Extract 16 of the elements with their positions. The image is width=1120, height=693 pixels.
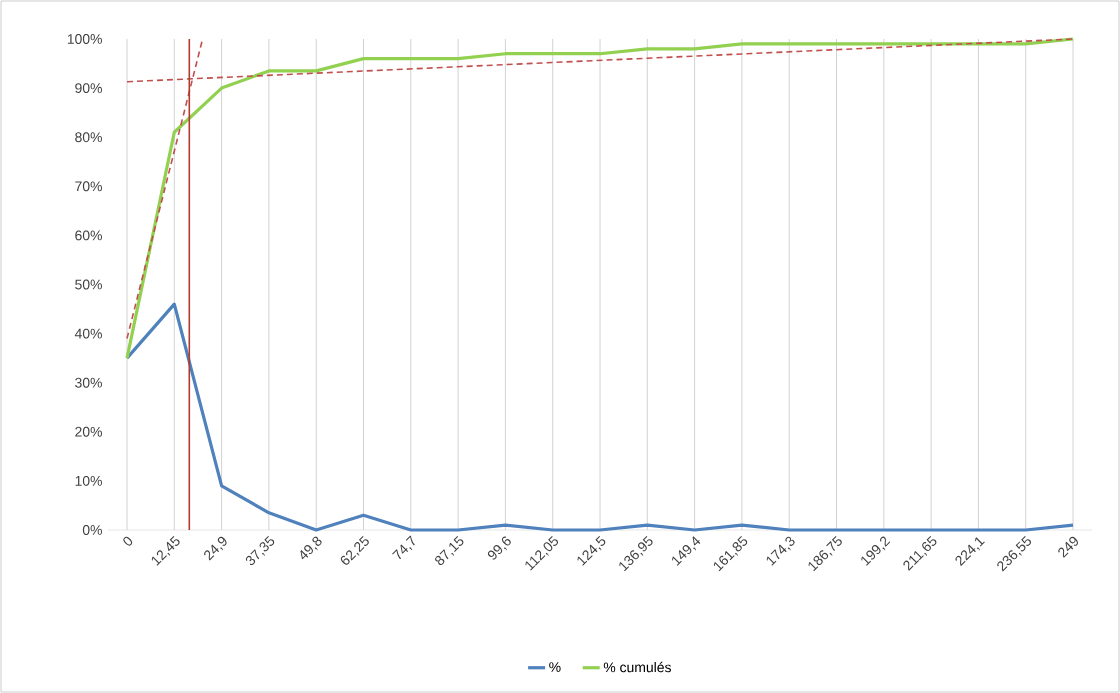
y-tick-label: 60% bbox=[75, 230, 102, 241]
y-tick-label: 80% bbox=[75, 132, 102, 143]
legend-label: % cumulés bbox=[603, 661, 671, 673]
y-tick-label: 10% bbox=[75, 475, 102, 486]
y-tick-label: 40% bbox=[74, 328, 102, 339]
y-tick-label: 30% bbox=[75, 377, 102, 388]
y-tick-label: 90% bbox=[75, 83, 102, 94]
x-tick-label: 49,8 bbox=[300, 536, 322, 560]
x-tick-label: 249 bbox=[1058, 536, 1079, 558]
y-tick-label: 50% bbox=[75, 279, 102, 290]
legend-label: % bbox=[549, 662, 561, 672]
y-tick-label: 70% bbox=[75, 181, 102, 192]
y-tick-label: 20% bbox=[75, 426, 102, 437]
y-tick-label: 0% bbox=[82, 525, 102, 535]
y-tick-label: 100% bbox=[67, 34, 102, 44]
x-tick-label: 0 bbox=[123, 536, 133, 546]
